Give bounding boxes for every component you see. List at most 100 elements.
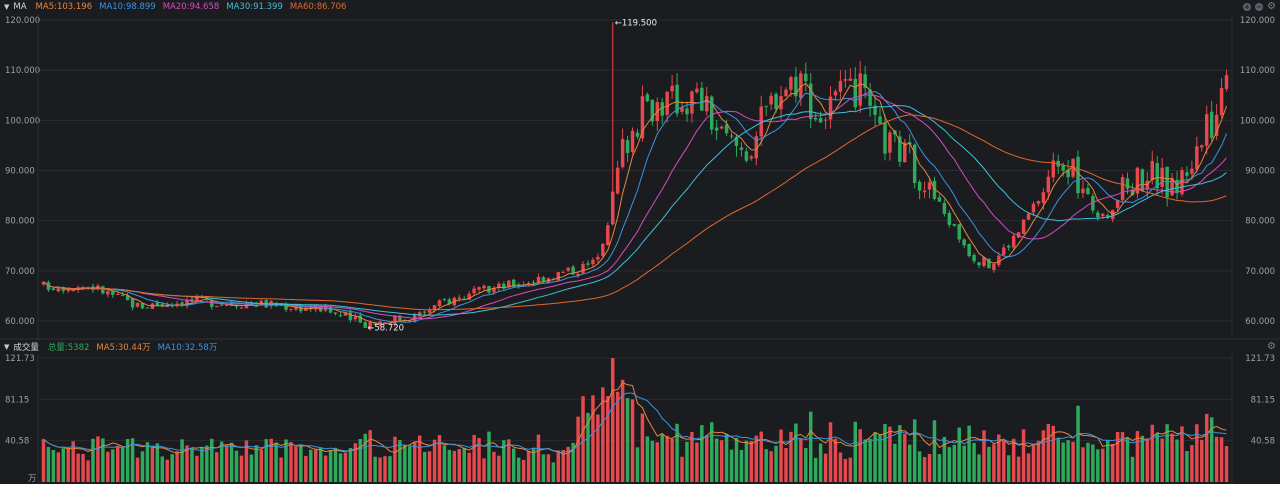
volume-bar (299, 445, 303, 482)
vol-y-tick-right: 121.73 (1245, 354, 1275, 364)
volume-bar (1091, 444, 1095, 482)
annotation-high: ←119.500 (615, 19, 657, 29)
volume-bar (259, 449, 264, 482)
vol-ma-line-10 (43, 392, 1227, 453)
candle-body (388, 322, 392, 324)
volume-bar (511, 448, 516, 482)
candle-body (41, 281, 46, 285)
volume-bar (353, 443, 358, 482)
volume-bar (714, 438, 719, 482)
volume-bar (1155, 433, 1159, 482)
volume-bar (467, 452, 471, 482)
volume-bar (1086, 442, 1090, 482)
volume-bar (982, 430, 986, 482)
candle-body (942, 202, 947, 214)
price-chart[interactable]: 120.000 120.000 110.000 110.000 100.000 100.0… (0, 14, 1280, 340)
volume-bar (700, 425, 704, 482)
y-tick-right: 60.000 (1245, 317, 1275, 327)
candle-body (1195, 146, 1199, 170)
volume-bar (962, 445, 966, 482)
volume-bar (878, 434, 882, 482)
candle-body (744, 151, 749, 161)
volume-bar (1076, 405, 1080, 482)
minus-icon[interactable]: − (1255, 3, 1264, 11)
candle-body (987, 258, 991, 269)
volume-bar (457, 448, 462, 482)
candle-body (205, 297, 209, 300)
candle-body (106, 291, 110, 295)
candle-body (700, 87, 704, 111)
volume-bar (294, 446, 298, 482)
candle-body (977, 262, 981, 266)
volume-bar (828, 422, 833, 482)
candle-body (828, 96, 833, 120)
candle-body (749, 156, 754, 159)
volume-bar (551, 462, 556, 482)
candle-body (601, 243, 605, 257)
volume-chart[interactable]: 121.73 121.73 81.15 81.15 40.58 40.58 万 (0, 354, 1280, 484)
y-tick-right: 100.000 (1240, 116, 1275, 126)
volume-bar (1224, 445, 1229, 482)
candle-body (492, 288, 496, 293)
candle-body (51, 288, 56, 290)
volume-bar (987, 446, 991, 482)
candle-body (650, 99, 655, 122)
candle-body (417, 312, 422, 317)
collapse-caret-icon[interactable]: ▼ (4, 3, 10, 11)
candle-body (863, 74, 867, 88)
candle-body (566, 268, 570, 271)
candle-body (759, 106, 763, 137)
gear-icon[interactable]: ⚙ (1267, 1, 1276, 12)
candle-body (813, 117, 818, 120)
volume-bar (284, 439, 288, 482)
candle-body (764, 105, 768, 107)
candle-body (1110, 210, 1115, 220)
volume-bar (749, 441, 754, 482)
candle-body (729, 135, 734, 137)
volume-collapse-caret-icon[interactable]: ▼ (4, 343, 10, 351)
volume-bar (318, 447, 323, 482)
volume-bar (853, 421, 858, 482)
volume-gear-icon[interactable]: ⚙ (1267, 341, 1276, 352)
volume-bar (86, 460, 90, 482)
candle-body (868, 89, 872, 106)
candle-body (898, 136, 902, 162)
volume-bar (1026, 453, 1031, 482)
annotation-low: ←58.720 (367, 323, 404, 333)
candle-body (903, 142, 907, 163)
candle-body (462, 298, 466, 300)
candle-body (922, 190, 927, 193)
volume-bar (373, 456, 377, 482)
plus-icon[interactable]: + (1243, 3, 1252, 11)
volume-bar (680, 456, 684, 482)
candle-body (1076, 156, 1080, 194)
candle-body (714, 127, 719, 131)
volume-bar (779, 429, 783, 482)
candle-body (888, 132, 892, 153)
candle-body (1071, 158, 1075, 177)
volume-bar (205, 445, 209, 482)
candle-body (784, 89, 788, 97)
volume-bar (81, 453, 85, 482)
legend-ma5: MA5:103.196 (35, 2, 93, 12)
volume-bar (452, 450, 457, 482)
volume-bar (1002, 440, 1006, 482)
volume-bar (427, 451, 432, 482)
volume-bar (942, 436, 947, 482)
volume-bar (91, 438, 95, 482)
volume-bar (932, 420, 937, 482)
candle-body (1175, 179, 1179, 194)
candle-body (997, 255, 1001, 266)
candle-body (120, 294, 125, 296)
volume-bar (808, 411, 813, 482)
volume-bar (952, 444, 957, 482)
vol-y-tick-right: 40.58 (1251, 437, 1275, 447)
volume-bar (1006, 455, 1011, 482)
volume-bar (1190, 445, 1194, 482)
volume-bar (967, 425, 971, 482)
volume-bar (101, 438, 105, 482)
candle-body (457, 297, 462, 299)
legend-ma30: MA30:91.399 (226, 2, 283, 12)
candle-body (1066, 169, 1070, 178)
vol-y-tick-right: 81.15 (1251, 395, 1275, 405)
